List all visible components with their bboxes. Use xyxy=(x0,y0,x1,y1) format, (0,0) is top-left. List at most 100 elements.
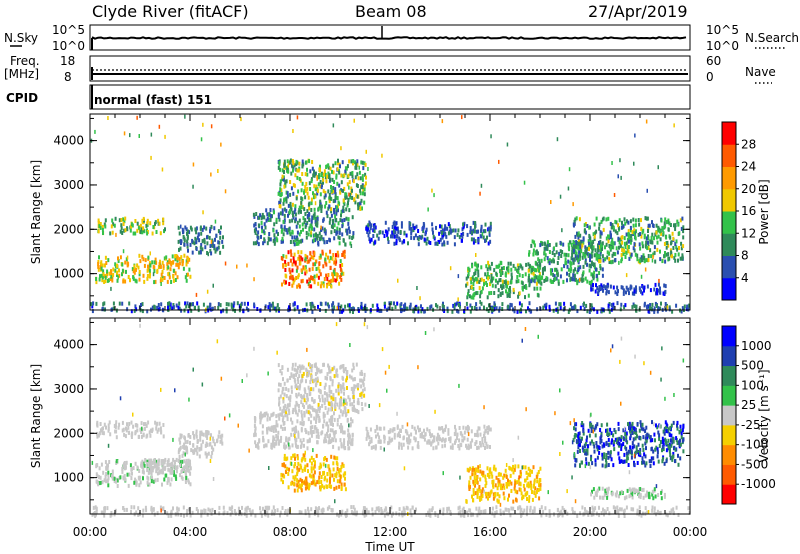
velocity-echo-cell xyxy=(383,434,386,439)
power-echo-cell xyxy=(356,194,359,199)
power-echo-cell xyxy=(141,254,144,259)
power-echo-cell xyxy=(297,273,300,278)
power-echo-cell xyxy=(300,268,303,273)
power-echo-cell xyxy=(641,258,644,263)
power-echo-cell xyxy=(421,226,424,231)
power-echo-cell xyxy=(617,174,619,179)
velocity-echo-cell xyxy=(352,391,355,396)
power-echo-cell xyxy=(627,239,630,244)
power-echo-cell xyxy=(349,193,352,197)
power-echo-cell xyxy=(584,222,587,226)
power-echo-cell xyxy=(616,250,619,255)
power-echo-cell xyxy=(319,184,322,189)
velocity-echo-cell xyxy=(326,431,328,436)
power-echo-cell xyxy=(292,239,295,244)
power-echo-cell xyxy=(95,301,98,306)
power-echo-cell xyxy=(602,284,605,289)
power-echo-cell xyxy=(534,251,537,256)
velocity-echo-cell xyxy=(273,442,276,447)
velocity-echo-cell xyxy=(331,473,334,478)
velocity-echo-cell xyxy=(484,491,487,496)
power-echo-cell xyxy=(590,284,593,289)
velocity-echo-cell xyxy=(146,459,149,464)
power-echo-cell xyxy=(667,227,670,232)
power-echo-cell xyxy=(646,305,648,310)
power-echo-cell xyxy=(282,175,285,180)
velocity-echo-cell xyxy=(185,449,188,454)
power-echo-cell xyxy=(283,184,286,189)
power-echo-cell xyxy=(160,282,162,286)
velocity-echo-cell xyxy=(199,434,202,439)
velocity-echo-cell xyxy=(485,441,488,446)
power-echo-cell xyxy=(312,191,314,196)
power-echo-cell xyxy=(426,236,429,241)
velocity-echo-cell xyxy=(414,430,417,435)
velocity-echo-cell xyxy=(267,426,270,431)
power-echo-cell xyxy=(553,246,555,251)
power-echo-cell xyxy=(319,180,322,184)
velocity-echo-cell xyxy=(299,444,302,449)
power-echo-cell xyxy=(446,226,449,231)
velocity-echo-cell xyxy=(575,433,578,438)
power-echo-cell xyxy=(607,234,609,239)
velocity-echo-cell xyxy=(332,444,335,449)
power-echo-cell xyxy=(659,286,661,291)
power-echo-cell xyxy=(530,265,533,270)
velocity-echo-cell xyxy=(299,421,302,426)
power-echo-cell xyxy=(200,231,203,236)
power-echo-cell xyxy=(164,134,166,139)
power-echo-cell xyxy=(381,230,384,235)
velocity-echo-cell xyxy=(175,476,178,481)
velocity-echo-cell xyxy=(509,479,511,484)
power-echo-cell xyxy=(612,302,615,307)
power-echo-cell xyxy=(610,241,613,246)
velocity-echo-cell xyxy=(201,439,204,444)
power-echo-cell xyxy=(121,272,123,277)
velocity-echo-cell xyxy=(189,463,192,468)
velocity-echo-cell xyxy=(351,433,354,438)
power-echo-cell xyxy=(290,252,293,257)
velocity-echo-cell xyxy=(184,480,187,484)
power-echo-cell xyxy=(446,309,449,314)
velocity-echo-cell xyxy=(479,469,482,474)
velocity-echo-cell xyxy=(310,368,313,373)
power-echo-cell xyxy=(641,291,644,296)
power-echo-cell xyxy=(543,247,546,251)
power-echo-cell xyxy=(138,272,141,277)
power-echo-cell xyxy=(559,194,562,199)
power-echo-cell xyxy=(644,216,647,221)
velocity-echo-cell xyxy=(409,438,412,443)
power-echo-cell xyxy=(477,229,480,234)
velocity-echo-cell xyxy=(290,432,293,437)
power-echo-cell xyxy=(304,224,307,229)
power-echo-cell xyxy=(281,177,284,182)
power-echo-cell xyxy=(470,285,473,289)
power-echo-cell xyxy=(118,218,121,223)
power-echo-cell xyxy=(439,237,442,242)
power-echo-cell xyxy=(338,309,341,314)
power-echo-cell xyxy=(664,302,667,306)
power-echo-cell xyxy=(518,291,521,296)
power-echo-cell xyxy=(659,290,662,295)
velocity-echo-cell xyxy=(323,413,326,418)
velocity-echo-cell xyxy=(323,362,325,367)
velocity-echo-cell xyxy=(462,438,465,443)
power-echo-cell xyxy=(338,236,341,241)
power-echo-cell xyxy=(168,275,171,280)
velocity-echo-cell xyxy=(186,439,189,444)
power-echo-cell xyxy=(662,231,665,236)
velocity-echo-cell xyxy=(432,446,435,451)
velocity-echo-cell xyxy=(287,485,290,490)
velocity-echo-cell xyxy=(205,441,208,446)
power-echo-cell xyxy=(592,283,594,287)
power-echo-cell xyxy=(342,205,345,210)
power-echo-cell xyxy=(269,304,272,309)
velocity-echo-cell xyxy=(155,426,158,431)
power-echo-cell xyxy=(298,224,301,229)
power-echo-cell xyxy=(593,237,596,241)
power-echo-cell xyxy=(513,309,516,314)
velocity-echo-cell xyxy=(323,401,326,406)
power-echo-cell xyxy=(483,305,485,310)
power-echo-cell xyxy=(652,252,655,257)
velocity-echo-cell xyxy=(502,475,505,480)
